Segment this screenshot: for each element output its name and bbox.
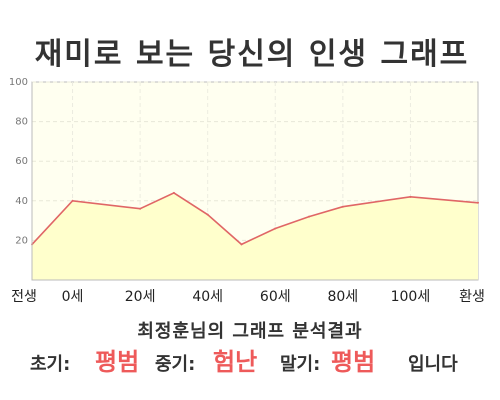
data-point <box>139 207 142 210</box>
y-tick-label: 100 <box>9 77 28 88</box>
late-value: 평범 <box>331 348 375 376</box>
chart-title: 재미로 보는 당신의 인생 그래프 <box>35 37 470 72</box>
data-point <box>71 199 74 202</box>
y-tick-label: 60 <box>15 156 28 167</box>
x-axis-ticks: 전생 0세 20세 40세 60세 80세 100세 환생 <box>11 289 485 305</box>
data-point <box>240 243 243 246</box>
y-axis-ticks: 20 40 60 80 100 <box>9 77 28 246</box>
middle-value: 험난 <box>213 348 257 376</box>
x-tick-label: 40세 <box>192 289 223 305</box>
y-tick-label: 80 <box>15 117 28 128</box>
data-point <box>477 201 479 204</box>
x-tick-label: 전생 <box>11 289 37 305</box>
x-tick-label: 0세 <box>62 289 84 305</box>
data-point <box>274 227 277 230</box>
middle-label: 중기: <box>155 354 195 375</box>
data-point <box>172 191 175 194</box>
data-point <box>409 195 412 198</box>
x-tick-label: 환생 <box>459 289 485 305</box>
data-point <box>206 213 209 216</box>
x-tick-label: 80세 <box>327 289 358 305</box>
early-value: 평범 <box>95 348 139 376</box>
data-point <box>308 215 311 218</box>
early-label: 초기: <box>30 354 70 375</box>
y-tick-label: 20 <box>15 235 28 246</box>
x-tick-label: 60세 <box>260 289 291 305</box>
analysis-title: 최정훈님의 그래프 분석결과 <box>137 320 362 342</box>
x-tick-label: 20세 <box>125 289 156 305</box>
series-area-fill <box>32 192 478 280</box>
late-label: 말기: <box>280 354 320 375</box>
x-tick-label: 100세 <box>391 289 431 305</box>
data-point <box>341 205 344 208</box>
ending-text: 입니다 <box>408 353 458 375</box>
y-tick-label: 40 <box>15 196 28 207</box>
